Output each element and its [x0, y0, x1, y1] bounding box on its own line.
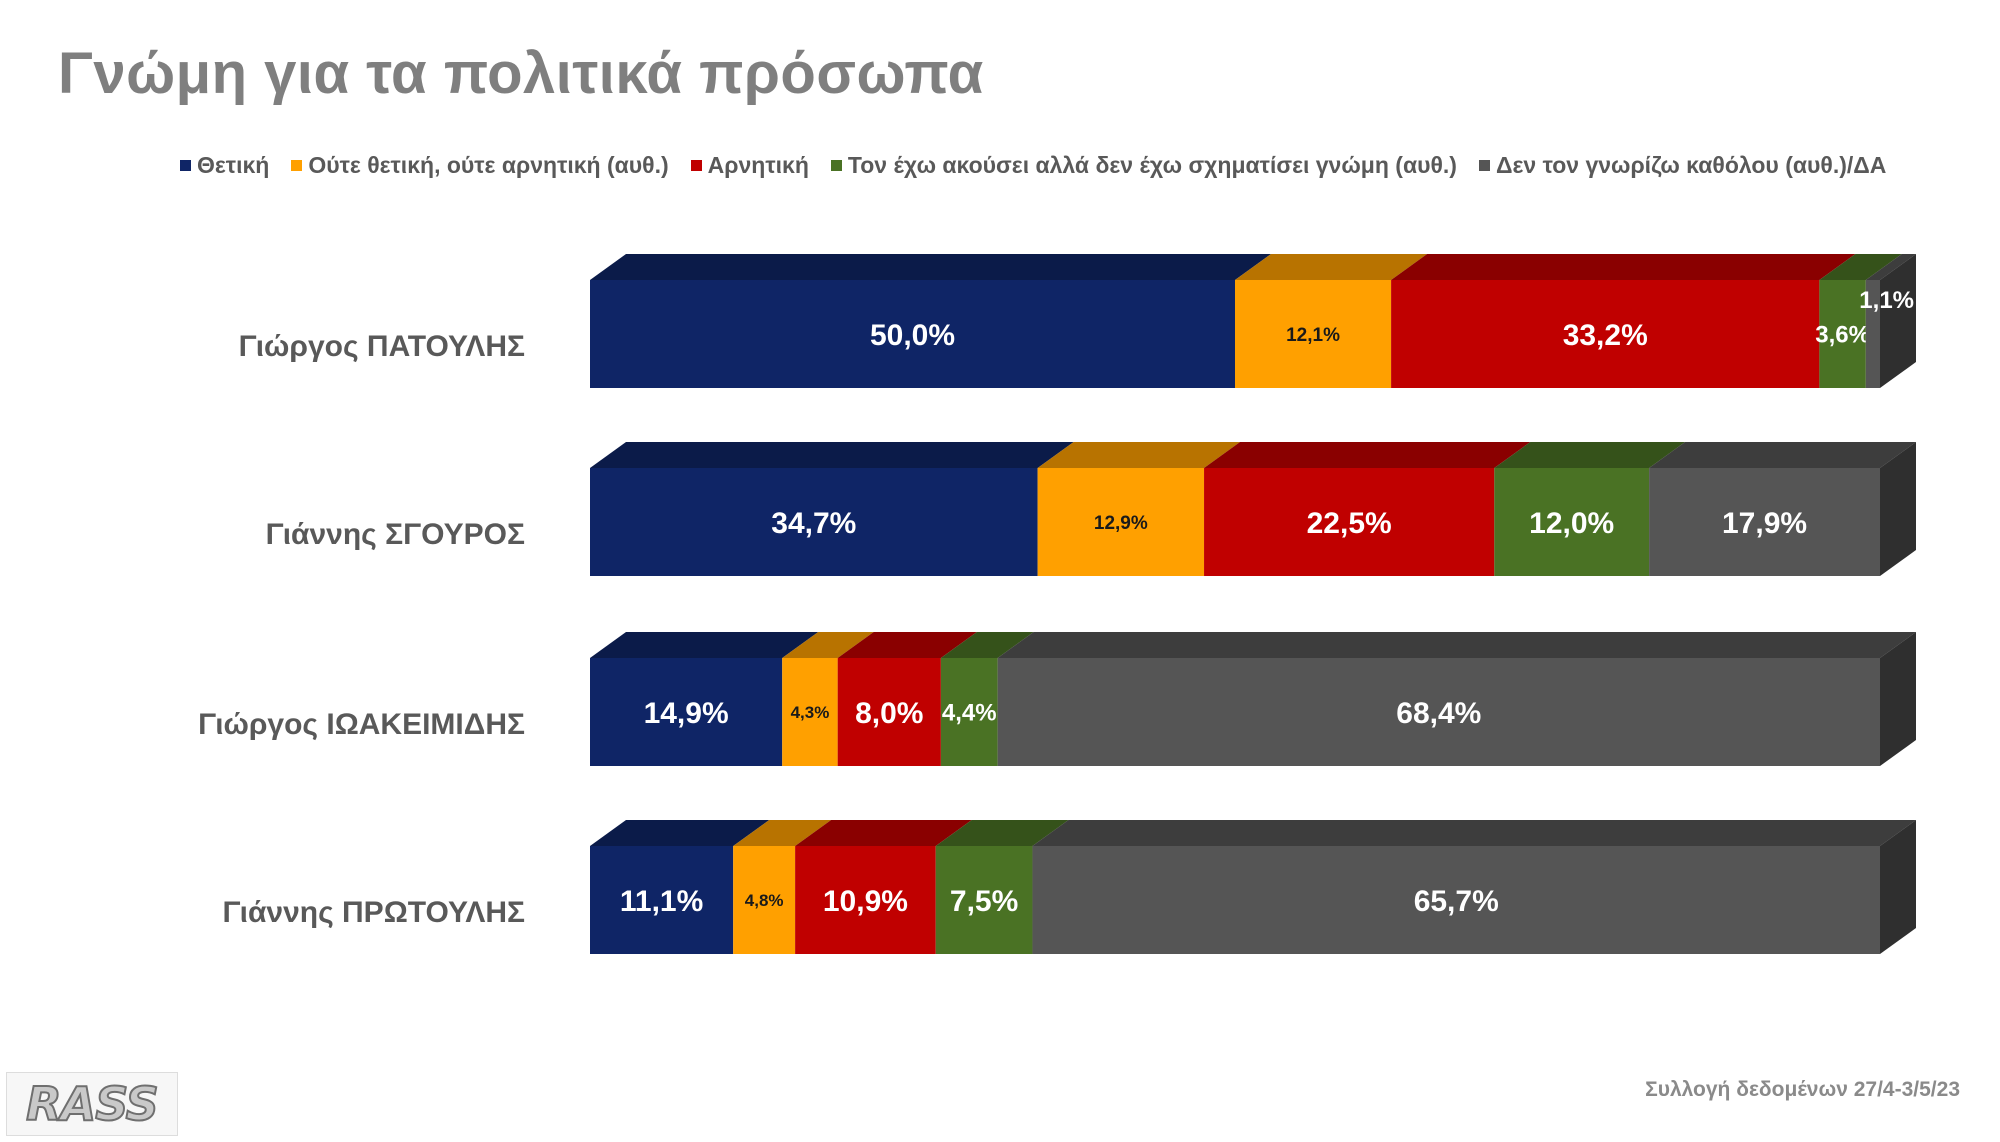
legend-item-2: Ούτε θετική, ούτε αρνητική (αυθ.): [291, 152, 669, 179]
bar-segment: [590, 468, 1038, 576]
legend-label: Θετική: [197, 152, 270, 178]
data-label: 34,7%: [771, 507, 856, 540]
bar-segment-top: [590, 632, 819, 658]
bar-side-face: [1880, 820, 1916, 954]
bar-segment: [782, 658, 838, 766]
bar-segment: [1649, 468, 1880, 576]
bar-segment: [1037, 468, 1205, 576]
bar-segment: [795, 846, 936, 954]
category-label: Γιάννης ΣΓΟΥΡΟΣ: [266, 518, 525, 551]
bar-segment-top: [590, 820, 770, 846]
bar-segment: [733, 846, 796, 954]
bar-segment-top: [1032, 820, 1916, 846]
category-label: Γιώργος ΙΩΑΚΕΙΜΙΔΗΣ: [198, 708, 525, 741]
data-label: 14,9%: [644, 697, 729, 730]
data-label: 65,7%: [1414, 885, 1499, 918]
bar-segment: [940, 658, 998, 766]
legend-item-1: Θετική: [180, 152, 269, 179]
data-label: 33,2%: [1563, 319, 1648, 352]
data-label: 11,1%: [620, 885, 703, 918]
bar-segment: [837, 658, 941, 766]
bar-segment-top: [795, 820, 972, 846]
data-label: 1,1%: [1859, 287, 1914, 314]
legend-item-3: Αρνητική: [690, 152, 809, 179]
legend-label: Ούτε θετική, ούτε αρνητική (αυθ.): [308, 152, 669, 178]
data-label: 50,0%: [870, 319, 955, 352]
data-label: 22,5%: [1307, 507, 1392, 540]
category-label: Γιώργος ΠΑΤΟΥΛΗΣ: [239, 330, 525, 363]
data-label: 12,1%: [1286, 325, 1340, 346]
data-label: 17,9%: [1722, 507, 1807, 540]
bar-segment: [590, 846, 734, 954]
bar-segment-top: [590, 442, 1074, 468]
bar-segment: [1819, 280, 1866, 388]
bar-segment: [935, 846, 1033, 954]
legend-label: Αρνητική: [707, 152, 809, 178]
data-label: 4,8%: [745, 891, 784, 910]
bar-segment: [1204, 468, 1495, 576]
bar-segment-top: [733, 820, 832, 846]
bar-segment-top: [782, 632, 874, 658]
data-label: 7,5%: [950, 885, 1018, 918]
category-label: Γιάννης ΠΡΩΤΟΥΛΗΣ: [223, 896, 525, 929]
bar-segment: [1865, 280, 1880, 388]
data-label: 10,9%: [823, 885, 908, 918]
data-label: 3,6%: [1815, 322, 1870, 349]
bar-segment-top: [1819, 254, 1902, 280]
rass-logo: RASS: [6, 1072, 178, 1136]
bar-segment-top: [1391, 254, 1856, 280]
bar-segment: [590, 658, 783, 766]
legend-label: Δεν τον γνωρίζω καθόλου (αυθ.)/ΔΑ: [1495, 152, 1887, 178]
legend-swatch: [1478, 160, 1490, 171]
bar-segment-top: [935, 820, 1069, 846]
legend-label: Τον έχω ακούσει αλλά δεν έχω σχηματίσει …: [847, 152, 1457, 178]
bar-segment-top: [1494, 442, 1686, 468]
bar-segment: [590, 280, 1235, 388]
bar-segment-top: [1865, 254, 1916, 280]
bar-side-face: [1880, 632, 1916, 766]
data-label: 4,3%: [791, 703, 830, 722]
legend-item-4: Τον έχω ακούσει αλλά δεν έχω σχηματίσει …: [830, 152, 1457, 179]
legend-swatch: [291, 160, 303, 171]
data-label: 12,9%: [1094, 513, 1148, 534]
bar-side-face: [1880, 442, 1916, 576]
bar-segment: [1235, 280, 1392, 388]
data-label: 8,0%: [855, 697, 923, 730]
data-collection-note: Συλλογή δεδομένων 27/4-3/5/23: [1645, 1078, 1960, 1101]
bar-segment-top: [590, 254, 1271, 280]
chart-title: Γνώμη για τα πολιτικά πρόσωπα: [58, 41, 984, 106]
bar-segment: [1494, 468, 1650, 576]
legend-swatch: [690, 160, 702, 171]
rass-logo-text: RASS: [25, 1076, 160, 1132]
bar-segment-top: [1649, 442, 1916, 468]
bar-segment-top: [997, 632, 1916, 658]
bar-segment-top: [1037, 442, 1241, 468]
data-label: 68,4%: [1396, 697, 1481, 730]
bar-side-face: [1880, 254, 1916, 388]
data-label: 12,0%: [1529, 507, 1614, 540]
legend-swatch: [830, 160, 842, 171]
legend-swatch: [180, 160, 191, 171]
legend-item-5: Δεν τον γνωρίζω καθόλου (αυθ.)/ΔΑ: [1478, 152, 1887, 179]
bar-segment: [997, 658, 1880, 766]
bar-segment-top: [1235, 254, 1428, 280]
bar-segment-top: [837, 632, 977, 658]
data-label: 4,4%: [942, 700, 997, 727]
bar-segment-top: [1204, 442, 1531, 468]
chart-legend: Θετική Ούτε θετική, ούτε αρνητική (αυθ.) Α…: [180, 152, 1970, 179]
bar-segment-top: [940, 632, 1034, 658]
bar-segment: [1032, 846, 1880, 954]
bar-segment: [1391, 280, 1820, 388]
